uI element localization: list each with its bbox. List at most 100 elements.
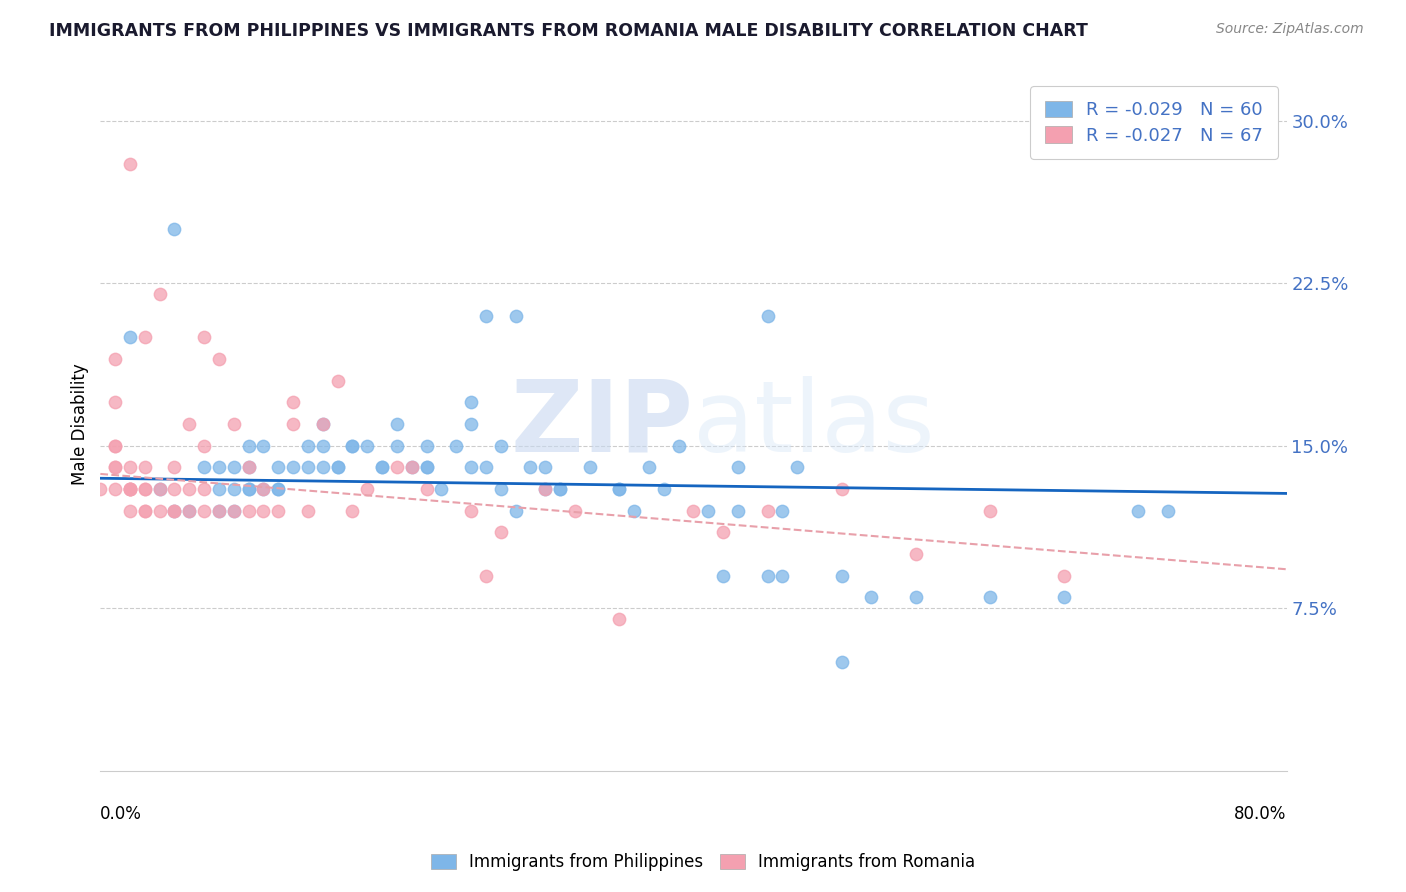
- Point: [415, 482, 437, 496]
- Point: [208, 352, 231, 367]
- Point: [607, 482, 630, 496]
- Point: [430, 482, 453, 496]
- Point: [770, 504, 793, 518]
- Point: [222, 417, 245, 431]
- Point: [623, 504, 645, 518]
- Point: [342, 439, 364, 453]
- Point: [149, 482, 172, 496]
- Point: [489, 439, 512, 453]
- Point: [222, 504, 245, 518]
- Point: [312, 439, 335, 453]
- Point: [356, 439, 378, 453]
- Point: [385, 439, 408, 453]
- Point: [267, 482, 290, 496]
- Text: ZIP: ZIP: [510, 376, 693, 473]
- Point: [415, 439, 437, 453]
- Point: [326, 460, 349, 475]
- Point: [104, 439, 127, 453]
- Text: 80.0%: 80.0%: [1234, 805, 1286, 823]
- Point: [548, 482, 571, 496]
- Point: [831, 656, 853, 670]
- Text: Source: ZipAtlas.com: Source: ZipAtlas.com: [1216, 22, 1364, 37]
- Point: [770, 568, 793, 582]
- Point: [979, 591, 1001, 605]
- Point: [104, 460, 127, 475]
- Point: [860, 591, 883, 605]
- Point: [1053, 568, 1076, 582]
- Point: [149, 287, 172, 301]
- Point: [281, 395, 304, 409]
- Y-axis label: Male Disability: Male Disability: [72, 363, 89, 485]
- Point: [607, 612, 630, 626]
- Point: [238, 439, 260, 453]
- Point: [505, 309, 527, 323]
- Point: [711, 525, 734, 540]
- Point: [134, 504, 156, 518]
- Point: [118, 460, 141, 475]
- Point: [297, 504, 319, 518]
- Point: [134, 504, 156, 518]
- Point: [534, 482, 557, 496]
- Point: [326, 460, 349, 475]
- Point: [312, 460, 335, 475]
- Point: [1053, 591, 1076, 605]
- Point: [460, 460, 482, 475]
- Point: [326, 374, 349, 388]
- Point: [415, 460, 437, 475]
- Point: [697, 504, 720, 518]
- Point: [193, 482, 215, 496]
- Point: [163, 482, 186, 496]
- Point: [252, 482, 274, 496]
- Point: [134, 330, 156, 344]
- Point: [104, 395, 127, 409]
- Legend: Immigrants from Philippines, Immigrants from Romania: Immigrants from Philippines, Immigrants …: [422, 845, 984, 880]
- Point: [652, 482, 675, 496]
- Point: [179, 417, 201, 431]
- Point: [444, 439, 467, 453]
- Point: [475, 460, 498, 475]
- Point: [89, 482, 111, 496]
- Point: [238, 460, 260, 475]
- Point: [118, 482, 141, 496]
- Point: [312, 417, 335, 431]
- Point: [252, 482, 274, 496]
- Text: IMMIGRANTS FROM PHILIPPINES VS IMMIGRANTS FROM ROMANIA MALE DISABILITY CORRELATI: IMMIGRANTS FROM PHILIPPINES VS IMMIGRANT…: [49, 22, 1088, 40]
- Point: [564, 504, 586, 518]
- Point: [252, 439, 274, 453]
- Point: [193, 439, 215, 453]
- Point: [638, 460, 661, 475]
- Point: [252, 504, 274, 518]
- Point: [607, 482, 630, 496]
- Point: [312, 417, 335, 431]
- Point: [163, 222, 186, 236]
- Point: [267, 460, 290, 475]
- Point: [1157, 504, 1180, 518]
- Point: [134, 460, 156, 475]
- Point: [475, 309, 498, 323]
- Point: [534, 482, 557, 496]
- Point: [505, 504, 527, 518]
- Point: [415, 460, 437, 475]
- Point: [149, 482, 172, 496]
- Point: [281, 460, 304, 475]
- Point: [118, 482, 141, 496]
- Point: [904, 547, 927, 561]
- Point: [222, 504, 245, 518]
- Point: [208, 460, 231, 475]
- Point: [193, 460, 215, 475]
- Point: [208, 482, 231, 496]
- Text: atlas: atlas: [693, 376, 935, 473]
- Point: [163, 504, 186, 518]
- Point: [222, 482, 245, 496]
- Point: [371, 460, 394, 475]
- Point: [831, 568, 853, 582]
- Point: [489, 525, 512, 540]
- Point: [786, 460, 808, 475]
- Point: [134, 482, 156, 496]
- Point: [356, 482, 378, 496]
- Point: [179, 504, 201, 518]
- Point: [297, 460, 319, 475]
- Point: [460, 417, 482, 431]
- Point: [385, 417, 408, 431]
- Point: [1128, 504, 1150, 518]
